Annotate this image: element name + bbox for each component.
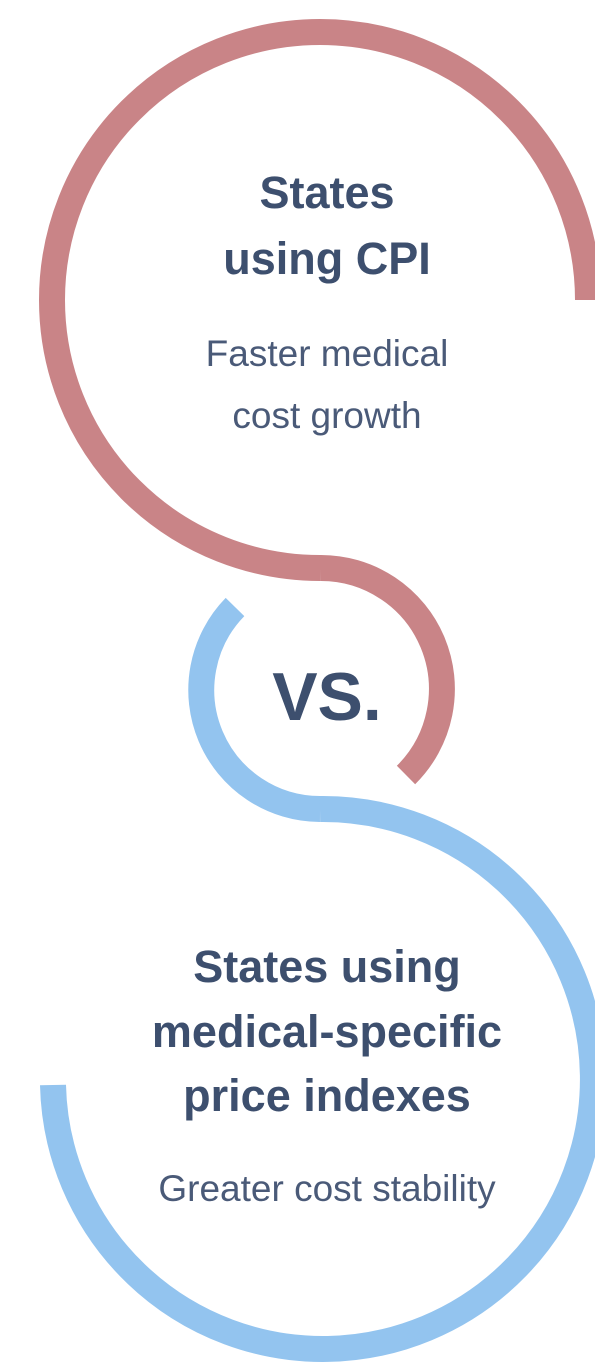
blue-arc-large — [40, 795, 595, 1362]
vs-label: VS. — [272, 659, 382, 735]
bottom-title: States using — [193, 941, 461, 992]
bottom-subtitle: Greater cost stability — [158, 1168, 496, 1209]
top-subtitle: cost growth — [232, 395, 421, 436]
blue-arc-small — [188, 597, 321, 822]
top-title: using CPI — [223, 233, 431, 284]
pink-arc-large — [39, 19, 595, 581]
top-subtitle: Faster medical — [206, 333, 449, 374]
pink-arc-small — [319, 554, 455, 785]
top-title: States — [259, 167, 394, 218]
bottom-title: medical-specific — [152, 1006, 502, 1057]
bottom-title: price indexes — [183, 1070, 471, 1121]
